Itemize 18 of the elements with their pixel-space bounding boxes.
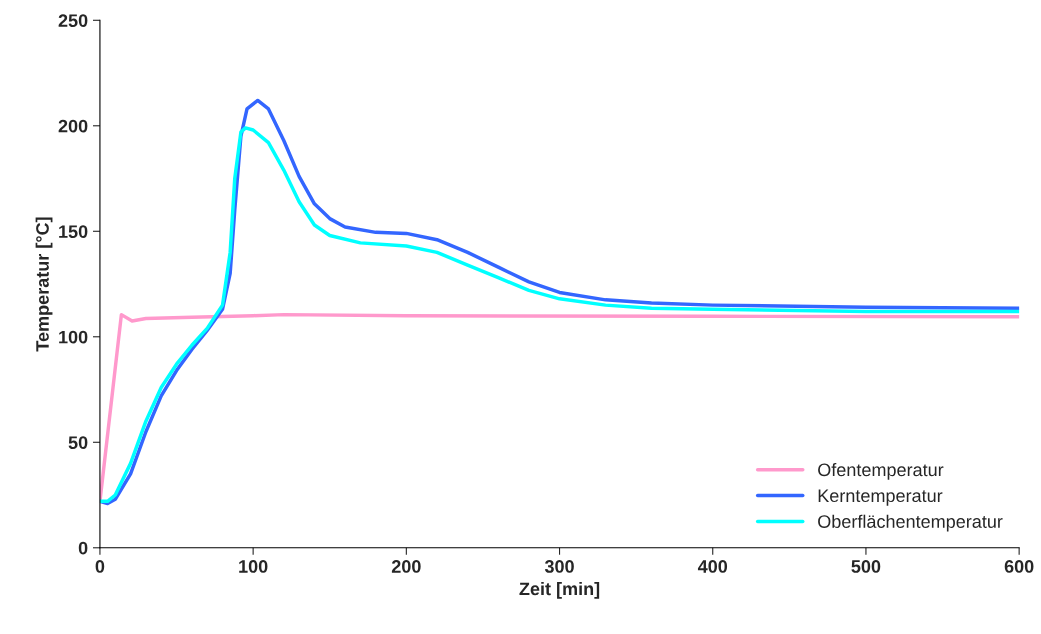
x-axis-title: Zeit [min] — [519, 581, 600, 599]
legend-label: Kerntemperatur — [818, 489, 943, 506]
y-tick-label: 50 — [68, 436, 88, 449]
y-tick-label: 250 — [58, 14, 88, 28]
y-tick-label: 0 — [78, 541, 88, 555]
x-tick-label: 0 — [95, 560, 105, 573]
y-axis-title: Temperatur [°C] — [35, 217, 53, 352]
x-tick-label: 500 — [851, 560, 881, 573]
legend-label: Ofentemperatur — [818, 463, 944, 480]
x-tick-label: 400 — [697, 560, 728, 573]
y-tick-label: 100 — [59, 330, 88, 344]
x-tick-label: 100 — [239, 560, 268, 573]
x-tick-label: 600 — [1004, 560, 1034, 573]
y-tick-label: 150 — [59, 225, 88, 238]
x-tick-label: 300 — [544, 560, 574, 573]
y-tick-label: 200 — [58, 119, 88, 133]
legend-label: Oberflächentemperatur — [818, 514, 1003, 532]
x-tick-label: 200 — [391, 560, 421, 573]
